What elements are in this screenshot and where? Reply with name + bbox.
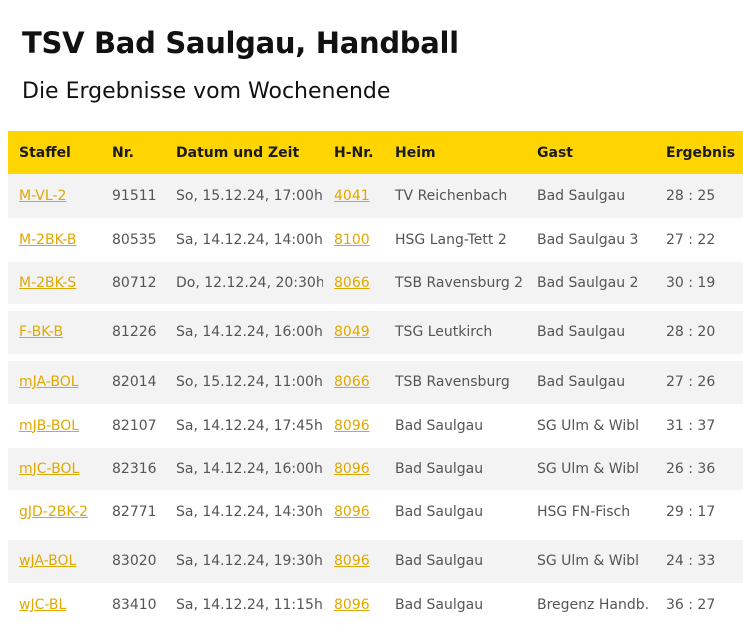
guest-team: SG Ulm & Wibl [526, 447, 655, 491]
game-date: Sa, 14.12.24, 19:30h [165, 539, 323, 584]
staffel-link[interactable]: wJC-BL [19, 597, 67, 613]
staffel-link[interactable]: M-VL-2 [19, 187, 67, 204]
game-number: 83020 [101, 539, 165, 584]
staffel-link[interactable]: mJC-BOL [19, 460, 80, 477]
game-result: 26 : 36 [655, 447, 743, 491]
table-header-row: Staffel Nr. Datum und Zeit H-Nr. Heim Ga… [8, 131, 743, 174]
game-date: So, 15.12.24, 17:00h [165, 174, 323, 219]
guest-team: SG Ulm & Wibl [526, 539, 655, 584]
column-header-datum: Datum und Zeit [165, 131, 323, 174]
table-row: wJC-BL 83410 Sa, 14.12.24, 11:15h 8096 B… [8, 583, 743, 627]
game-date: Sa, 14.12.24, 17:45h [165, 404, 323, 448]
game-date: Sa, 14.12.24, 14:00h [165, 218, 323, 262]
column-header-heim: Heim [384, 131, 526, 174]
home-team: Bad Saulgau [384, 583, 526, 627]
hall-number-link[interactable]: 8096 [334, 460, 370, 477]
table-row: F-BK-B 81226 Sa, 14.12.24, 16:00h 8049 T… [8, 310, 743, 355]
table-row: mJA-BOL 82014 So, 15.12.24, 11:00h 8066 … [8, 361, 743, 405]
game-number: 82107 [101, 404, 165, 448]
game-result: 24 : 33 [655, 539, 743, 584]
game-date: So, 15.12.24, 11:00h [165, 361, 323, 405]
column-header-staffel: Staffel [8, 131, 101, 174]
game-result: 28 : 25 [655, 174, 743, 219]
staffel-link[interactable]: mJB-BOL [19, 417, 80, 434]
game-number: 82771 [101, 490, 165, 534]
game-date: Do, 12.12.24, 20:30h [165, 261, 323, 305]
page-subtitle: Die Ergebnisse vom Wochenende [22, 79, 391, 104]
home-team: HSG Lang-Tett 2 [384, 218, 526, 262]
guest-team: Bregenz Handb. [526, 583, 655, 627]
page-title: TSV Bad Saulgau, Handball [22, 26, 459, 60]
home-team: TSB Ravensburg 2 [384, 261, 526, 305]
game-number: 83410 [101, 583, 165, 627]
home-team: Bad Saulgau [384, 539, 526, 584]
column-header-nr: Nr. [101, 131, 165, 174]
table-row: M-2BK-S 80712 Do, 12.12.24, 20:30h 8066 … [8, 261, 743, 305]
staffel-link[interactable]: mJA-BOL [19, 374, 79, 391]
guest-team: HSG FN-Fisch [526, 490, 655, 534]
home-team: Bad Saulgau [384, 447, 526, 491]
game-result: 29 : 17 [655, 490, 743, 534]
hall-number-link[interactable]: 4041 [334, 187, 370, 204]
home-team: Bad Saulgau [384, 404, 526, 448]
game-result: 27 : 22 [655, 218, 743, 262]
guest-team: Bad Saulgau 2 [526, 261, 655, 305]
hall-number-link[interactable]: 8066 [334, 274, 370, 291]
game-number: 80535 [101, 218, 165, 262]
game-result: 36 : 27 [655, 583, 743, 627]
game-date: Sa, 14.12.24, 16:00h [165, 310, 323, 355]
table-row: wJA-BOL 83020 Sa, 14.12.24, 19:30h 8096 … [8, 539, 743, 584]
guest-team: Bad Saulgau 3 [526, 218, 655, 262]
home-team: TSG Leutkirch [384, 310, 526, 355]
hall-number-link[interactable]: 8049 [334, 324, 370, 341]
column-header-hnr: H-Nr. [323, 131, 384, 174]
guest-team: Bad Saulgau [526, 174, 655, 219]
column-header-gast: Gast [526, 131, 655, 174]
game-date: Sa, 14.12.24, 16:00h [165, 447, 323, 491]
column-header-ergebnis: Ergebnis [655, 131, 743, 174]
home-team: Bad Saulgau [384, 490, 526, 534]
hall-number-link[interactable]: 8096 [334, 553, 370, 570]
staffel-link[interactable]: M-2BK-S [19, 274, 77, 291]
home-team: TV Reichenbach [384, 174, 526, 219]
staffel-link[interactable]: M-2BK-B [19, 231, 77, 248]
table-row: mJB-BOL 82107 Sa, 14.12.24, 17:45h 8096 … [8, 404, 743, 448]
table-row: M-VL-2 91511 So, 15.12.24, 17:00h 4041 T… [8, 174, 743, 219]
guest-team: SG Ulm & Wibl [526, 404, 655, 448]
hall-number-link[interactable]: 8096 [334, 597, 370, 613]
game-result: 28 : 20 [655, 310, 743, 355]
home-team: TSB Ravensburg [384, 361, 526, 405]
guest-team: Bad Saulgau [526, 310, 655, 355]
hall-number-link[interactable]: 8066 [334, 374, 370, 391]
game-number: 82316 [101, 447, 165, 491]
hall-number-link[interactable]: 8096 [334, 417, 370, 434]
staffel-link[interactable]: F-BK-B [19, 324, 64, 341]
game-date: Sa, 14.12.24, 11:15h [165, 583, 323, 627]
hall-number-link[interactable]: 8096 [334, 503, 370, 520]
game-result: 27 : 26 [655, 361, 743, 405]
table-row: gJD-2BK-2 82771 Sa, 14.12.24, 14:30h 809… [8, 490, 743, 534]
results-table: Staffel Nr. Datum und Zeit H-Nr. Heim Ga… [8, 131, 743, 627]
table-row: M-2BK-B 80535 Sa, 14.12.24, 14:00h 8100 … [8, 218, 743, 262]
game-number: 91511 [101, 174, 165, 219]
game-number: 82014 [101, 361, 165, 405]
guest-team: Bad Saulgau [526, 361, 655, 405]
hall-number-link[interactable]: 8100 [334, 231, 370, 248]
game-result: 30 : 19 [655, 261, 743, 305]
staffel-link[interactable]: wJA-BOL [19, 553, 77, 570]
table-row: mJC-BOL 82316 Sa, 14.12.24, 16:00h 8096 … [8, 447, 743, 491]
game-result: 31 : 37 [655, 404, 743, 448]
game-number: 81226 [101, 310, 165, 355]
game-date: Sa, 14.12.24, 14:30h [165, 490, 323, 534]
game-number: 80712 [101, 261, 165, 305]
staffel-link[interactable]: gJD-2BK-2 [19, 503, 89, 520]
